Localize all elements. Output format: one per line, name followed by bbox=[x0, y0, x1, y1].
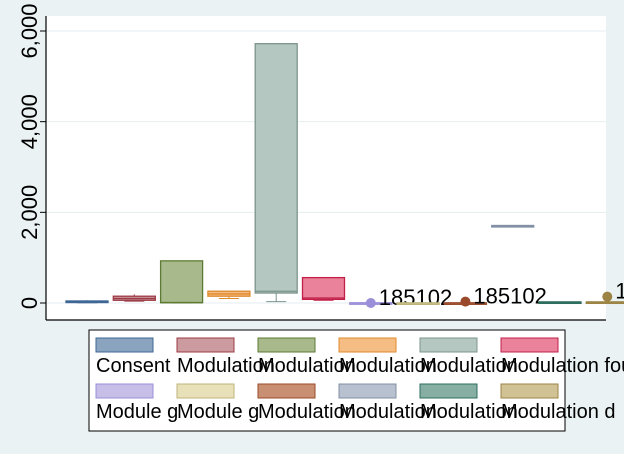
legend-item: Modulation bbox=[176, 337, 275, 377]
legend-item: Module g bbox=[176, 383, 259, 423]
legend-swatch bbox=[338, 383, 397, 399]
outlier-label: 185102 bbox=[379, 285, 452, 310]
y-tick-label: 2,000 bbox=[17, 185, 42, 240]
box-group bbox=[538, 301, 582, 305]
legend-item: Module g bbox=[95, 383, 178, 423]
plot-area bbox=[46, 16, 606, 320]
box bbox=[159, 260, 204, 304]
legend-label: Modulation bbox=[420, 355, 518, 377]
legend-label: Module g bbox=[96, 401, 178, 423]
box bbox=[301, 276, 346, 301]
legend-label: Modulation d bbox=[501, 401, 616, 423]
legend-swatch bbox=[176, 383, 235, 399]
legend-label: Modulation bbox=[258, 355, 356, 377]
legend-swatch bbox=[176, 337, 235, 353]
box-group bbox=[207, 290, 251, 299]
legend-swatch bbox=[257, 337, 316, 353]
legend-label: Consent bbox=[96, 355, 171, 377]
box-group bbox=[65, 300, 109, 304]
y-tick-label: 4,000 bbox=[17, 94, 42, 149]
outlier-label: 185102 bbox=[473, 284, 546, 309]
legend-item: Modulation d bbox=[500, 383, 616, 423]
outlier-point bbox=[602, 291, 613, 302]
legend-swatch bbox=[95, 337, 154, 353]
legend-swatch bbox=[95, 383, 154, 399]
legend-label: Module g bbox=[177, 401, 259, 423]
y-axis-ticks: 0 2,000 4,000 6,000 bbox=[17, 3, 46, 309]
legend-item: Consent bbox=[95, 337, 171, 377]
legend: Consent ModulationModulationModulationMod… bbox=[95, 337, 624, 423]
legend-item: Modulation bbox=[257, 337, 356, 377]
box bbox=[254, 43, 298, 294]
box-group bbox=[159, 260, 204, 304]
legend-label: Modulation bbox=[339, 401, 437, 423]
legend-swatch bbox=[257, 383, 316, 399]
legend-box bbox=[88, 329, 566, 432]
legend-swatch bbox=[419, 337, 478, 353]
gridlines bbox=[46, 30, 606, 304]
legend-item: Modulation bbox=[419, 383, 518, 423]
y-tick-label: 0 bbox=[17, 297, 42, 309]
box-group bbox=[396, 302, 440, 306]
legend-item: Modulation bbox=[338, 337, 437, 377]
legend-item: Modulation bbox=[338, 383, 437, 423]
legend-swatch bbox=[338, 337, 397, 353]
legend-label: Modulation bbox=[258, 401, 356, 423]
outlier-label: 1972 bbox=[615, 279, 624, 304]
legend-item: Modulation bbox=[419, 337, 518, 377]
box-group bbox=[491, 224, 535, 228]
legend-item: Modulation fou bbox=[500, 337, 624, 377]
outlier-point bbox=[365, 298, 376, 308]
box-group: 1972 bbox=[585, 279, 624, 305]
boxes: 185102 185102 1972 bbox=[65, 43, 624, 310]
y-tick-label: 6,000 bbox=[17, 3, 42, 58]
box-group: 185102 bbox=[349, 285, 452, 310]
box-group bbox=[112, 294, 156, 302]
legend-label: Modulation bbox=[339, 355, 437, 377]
legend-swatch bbox=[500, 337, 559, 353]
legend-label: Modulation fou bbox=[501, 355, 624, 377]
legend-item: Modulation bbox=[257, 383, 356, 423]
box-group: 185102 bbox=[443, 284, 547, 309]
legend-swatch bbox=[500, 383, 559, 399]
legend-swatch bbox=[419, 383, 478, 399]
outlier-point bbox=[460, 296, 471, 307]
legend-label: Modulation bbox=[177, 355, 275, 377]
box-group bbox=[254, 43, 298, 303]
legend-label: Modulation bbox=[420, 401, 518, 423]
box-group bbox=[301, 276, 346, 301]
